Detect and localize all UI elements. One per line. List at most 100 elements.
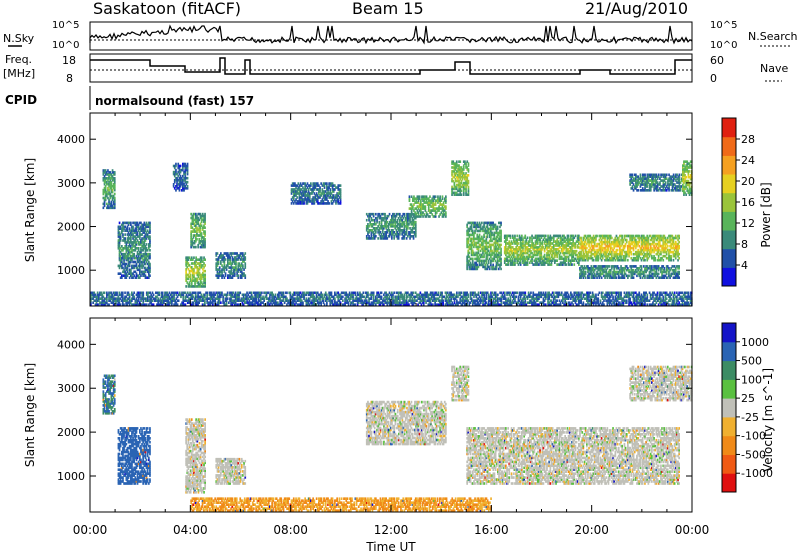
echo-cell: [127, 237, 130, 240]
echo-cell: [484, 267, 487, 271]
echo-cell: [654, 272, 657, 276]
echo-cell: [671, 236, 674, 240]
echo-cell: [118, 250, 121, 254]
echo-cell: [453, 187, 456, 191]
echo-cell: [122, 247, 124, 250]
echo-cell: [606, 256, 609, 260]
echo-cell: [630, 256, 633, 260]
echo-cell: [493, 237, 496, 241]
echo-cell: [654, 183, 657, 186]
echo-cell: [462, 160, 465, 163]
echo-cell: [118, 241, 121, 244]
echo-cell: [672, 276, 675, 279]
freq-traces: [90, 57, 692, 75]
echo-cell: [638, 238, 641, 242]
echo-cell: [474, 231, 476, 235]
echo-cell: [231, 256, 234, 259]
echo-cell: [110, 175, 113, 178]
echo-cell: [303, 198, 305, 201]
echo-cell: [112, 177, 115, 180]
echo-cell: [516, 244, 519, 247]
echo-cell: [475, 245, 477, 249]
echo-cell: [635, 240, 637, 244]
echo-cell: [653, 179, 655, 182]
echo-cell: [547, 242, 549, 245]
echo-cell: [400, 218, 402, 222]
echo-cell: [628, 252, 630, 256]
echo-cell: [564, 244, 566, 247]
echo-cell: [554, 240, 556, 243]
echo-cell: [558, 255, 561, 259]
echo-cell: [312, 190, 314, 193]
echo-cell: [310, 188, 312, 191]
echo-cell: [111, 196, 114, 200]
echo-cell: [639, 177, 642, 180]
echo-cell: [663, 185, 666, 188]
echo-cell: [204, 238, 206, 241]
echo-cell: [466, 255, 468, 259]
echo-cell: [131, 233, 133, 236]
echo-cell: [300, 192, 303, 195]
echo-cell: [323, 182, 326, 185]
echo-cell: [625, 240, 628, 244]
echo-cell: [666, 256, 669, 260]
echo-cell: [579, 272, 581, 276]
echo-cell: [413, 227, 416, 230]
echo-cell: [119, 233, 122, 236]
echo-cell: [524, 251, 527, 255]
echo-cell: [203, 240, 205, 243]
echo-cell: [677, 265, 679, 268]
echo-cell: [123, 227, 125, 230]
echo-cell: [458, 181, 460, 185]
echo-cell: [236, 258, 238, 261]
echo-cell: [298, 186, 301, 189]
echo-cell: [515, 240, 517, 243]
echo-cell: [632, 252, 635, 256]
echo-cell: [562, 257, 564, 261]
echo-cell: [484, 229, 487, 233]
echo-cell: [295, 184, 297, 187]
echo-cell: [597, 256, 600, 260]
echo-cell: [644, 238, 646, 242]
echo-cell: [590, 254, 593, 258]
echo-cell: [659, 181, 661, 184]
echo-cell: [560, 261, 563, 264]
echo-cell: [620, 234, 622, 238]
echo-cell: [113, 202, 116, 206]
echo-cell: [600, 234, 603, 238]
echo-cell: [108, 173, 110, 176]
echo-cell: [126, 227, 129, 230]
echo-cell: [433, 195, 436, 198]
echo-cell: [128, 227, 131, 230]
echo-cell: [653, 234, 655, 238]
echo-cell: [636, 258, 638, 262]
echo-cell: [647, 179, 650, 182]
echo-cell: [139, 270, 141, 274]
echo-cell: [118, 221, 121, 225]
echo-cell: [216, 262, 219, 265]
echo-cell: [496, 233, 499, 237]
echo-cell: [142, 260, 144, 264]
echo-cell: [495, 227, 498, 231]
echo-cell: [149, 262, 151, 266]
echo-cell: [645, 189, 647, 192]
echo-cell: [560, 242, 563, 245]
echo-cell: [633, 252, 636, 256]
echo-cell: [645, 236, 647, 240]
echo-cell: [598, 242, 601, 246]
echo-cell: [529, 244, 531, 247]
echo-cell: [304, 192, 306, 195]
echo-cell: [418, 215, 421, 218]
echo-cell: [484, 263, 487, 267]
echo-cell: [145, 225, 148, 229]
echo-cell: [193, 224, 196, 227]
echo-cell: [499, 231, 501, 235]
echo-cell: [604, 258, 606, 262]
echo-cell: [132, 221, 134, 225]
echo-cell: [409, 203, 412, 206]
echo-cell: [338, 192, 341, 195]
echo-cell: [665, 242, 668, 246]
echo-cell: [144, 274, 147, 277]
echo-cell: [605, 240, 607, 244]
echo-cell: [197, 267, 200, 271]
